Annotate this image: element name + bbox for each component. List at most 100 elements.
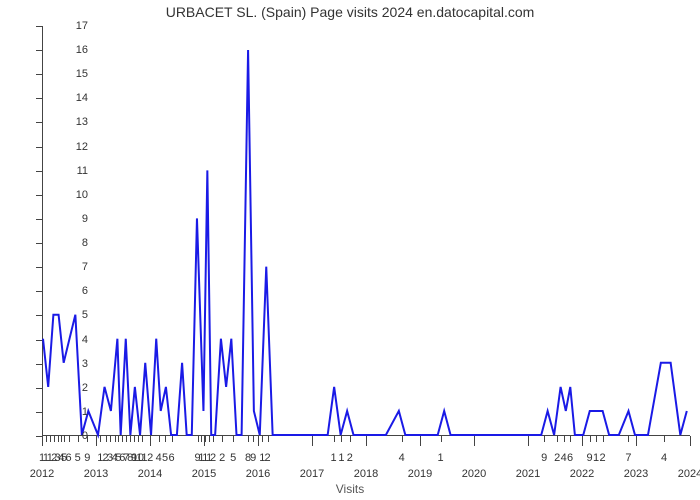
ytick-label: 9 xyxy=(58,213,88,225)
line-series xyxy=(43,26,690,435)
ytick-mark xyxy=(36,267,42,268)
x-minor-label: 9 xyxy=(586,452,592,464)
ytick-mark xyxy=(36,291,42,292)
x-minor-label: 4 xyxy=(156,452,162,464)
x-minor-tick xyxy=(50,436,51,442)
x-minor-tick xyxy=(46,436,47,442)
ytick-label: 8 xyxy=(58,237,88,249)
x-year-label: 2012 xyxy=(30,468,54,480)
x-year-label: 2014 xyxy=(138,468,162,480)
x-year-tick xyxy=(258,436,259,446)
x-minor-tick xyxy=(115,436,116,442)
ytick-mark xyxy=(36,340,42,341)
x-minor-tick xyxy=(64,436,65,442)
ytick-label: 11 xyxy=(58,165,88,177)
ytick-mark xyxy=(36,364,42,365)
x-minor-tick xyxy=(596,436,597,442)
x-minor-tick xyxy=(544,436,545,442)
x-minor-label: 1 xyxy=(437,452,443,464)
x-minor-label: 2 xyxy=(147,452,153,464)
x-minor-label: 9 xyxy=(250,452,256,464)
x-minor-tick xyxy=(628,436,629,442)
x-year-tick xyxy=(582,436,583,446)
x-year-tick xyxy=(42,436,43,446)
x-minor-tick xyxy=(441,436,442,442)
x-minor-tick xyxy=(201,436,202,442)
x-year-tick xyxy=(366,436,367,446)
x-year-label: 2023 xyxy=(624,468,648,480)
ytick-label: 1 xyxy=(58,406,88,418)
x-minor-label: 2 xyxy=(210,452,216,464)
ytick-mark xyxy=(36,98,42,99)
x-minor-tick xyxy=(69,436,70,442)
x-minor-label: 9 xyxy=(84,452,90,464)
chart-title: URBACET SL. (Spain) Page visits 2024 en.… xyxy=(0,4,700,20)
x-year-tick xyxy=(96,436,97,446)
x-minor-tick xyxy=(233,436,234,442)
x-minor-label: 9 xyxy=(541,452,547,464)
ytick-label: 2 xyxy=(58,382,88,394)
x-minor-tick xyxy=(209,436,210,442)
x-year-label: 2013 xyxy=(84,468,108,480)
ytick-label: 6 xyxy=(58,285,88,297)
x-minor-tick xyxy=(248,436,249,442)
x-minor-label: 1 xyxy=(593,452,599,464)
x-minor-label: 7 xyxy=(625,452,631,464)
x-minor-label: 5 xyxy=(75,452,81,464)
ytick-mark xyxy=(36,195,42,196)
x-minor-tick xyxy=(78,436,79,442)
x-year-label: 2019 xyxy=(408,468,432,480)
x-year-label: 2021 xyxy=(516,468,540,480)
x-minor-tick xyxy=(268,436,269,442)
plot-area xyxy=(42,26,690,436)
ytick-label: 16 xyxy=(58,44,88,56)
x-minor-tick xyxy=(134,436,135,442)
x-minor-tick xyxy=(222,436,223,442)
x-year-tick xyxy=(312,436,313,446)
x-minor-label: 2 xyxy=(219,452,225,464)
x-minor-tick xyxy=(58,436,59,442)
x-minor-tick xyxy=(205,436,206,442)
ytick-label: 0 xyxy=(58,430,88,442)
ytick-mark xyxy=(36,74,42,75)
x-minor-tick xyxy=(570,436,571,442)
x-year-tick xyxy=(150,436,151,446)
x-minor-tick xyxy=(664,436,665,442)
ytick-label: 4 xyxy=(58,334,88,346)
x-minor-label: 6 xyxy=(169,452,175,464)
x-minor-tick xyxy=(262,436,263,442)
x-year-label: 2017 xyxy=(300,468,324,480)
x-minor-label: 4 xyxy=(399,452,405,464)
x-minor-tick xyxy=(603,436,604,442)
x-minor-tick xyxy=(54,436,55,442)
x-minor-tick xyxy=(126,436,127,442)
x-minor-label: 2 xyxy=(264,452,270,464)
x-minor-tick xyxy=(590,436,591,442)
x-minor-tick xyxy=(165,436,166,442)
x-minor-tick xyxy=(122,436,123,442)
x-minor-label: 4 xyxy=(661,452,667,464)
x-minor-tick xyxy=(564,436,565,442)
ytick-label: 14 xyxy=(58,92,88,104)
x-minor-label: 11 xyxy=(136,452,147,464)
x-minor-tick xyxy=(213,436,214,442)
x-minor-tick xyxy=(350,436,351,442)
x-year-label: 2018 xyxy=(354,468,378,480)
ytick-mark xyxy=(36,315,42,316)
ytick-mark xyxy=(36,122,42,123)
x-minor-label: 6 xyxy=(66,452,72,464)
x-year-tick xyxy=(690,436,691,446)
ytick-mark xyxy=(36,50,42,51)
x-minor-tick xyxy=(172,436,173,442)
x-minor-tick xyxy=(341,436,342,442)
x-year-tick xyxy=(474,436,475,446)
x-year-label: 2020 xyxy=(462,468,486,480)
x-minor-tick xyxy=(100,436,101,442)
x-year-tick xyxy=(528,436,529,446)
ytick-label: 10 xyxy=(58,189,88,201)
x-minor-tick xyxy=(110,436,111,442)
x-year-tick xyxy=(204,436,205,446)
x-minor-label: 5 xyxy=(230,452,236,464)
ytick-label: 5 xyxy=(58,309,88,321)
ytick-label: 13 xyxy=(58,116,88,128)
